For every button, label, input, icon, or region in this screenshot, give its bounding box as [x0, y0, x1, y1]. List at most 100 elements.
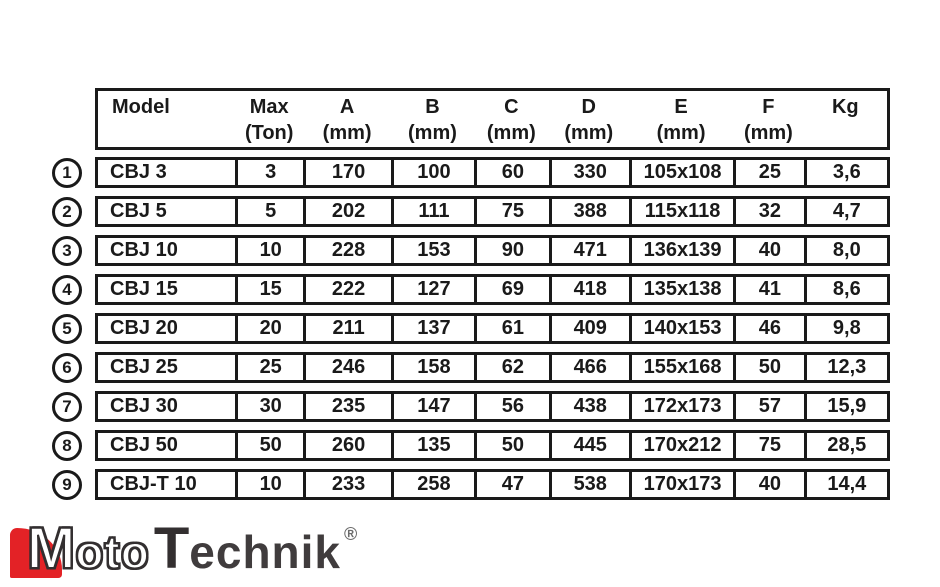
value-cell: 170x212 — [628, 433, 733, 458]
model-cell: CBJ 15 — [110, 278, 178, 300]
table-row: 4 CBJ 15 15 222 127 69 418 135x138 41 8,6 — [52, 274, 890, 305]
value-cell: 30 — [234, 394, 303, 419]
column-header-a: A (mm) — [322, 96, 372, 144]
row-box: CBJ 25 25 246 158 62 466 155x168 50 12,3 — [95, 352, 890, 383]
value-cell: 14,4 — [803, 472, 887, 497]
table-row: 2 CBJ 5 5 202 111 75 388 115x118 32 4,7 — [52, 196, 890, 227]
value-cell: 140x153 — [628, 316, 733, 341]
value-cell: 3 — [234, 160, 303, 185]
table-row: 8 CBJ 50 50 260 135 50 445 170x212 75 28,5 — [52, 430, 890, 461]
model-cell: CBJ 20 — [110, 317, 178, 339]
value-cell: 258 — [390, 472, 474, 497]
value-cell: 10 — [234, 238, 303, 263]
value-cell: 56 — [474, 394, 548, 419]
value-cell: 40 — [733, 472, 803, 497]
column-header-max: Max (Ton) — [244, 96, 294, 144]
value-cell: 25 — [234, 355, 303, 380]
row-box: CBJ 15 15 222 127 69 418 135x138 41 8,6 — [95, 274, 890, 305]
value-cell: 28,5 — [803, 433, 887, 458]
logo-letters-echnik: echnik — [189, 526, 342, 578]
value-cell: 40 — [733, 238, 803, 263]
value-cell: 330 — [548, 160, 629, 185]
row-box: CBJ 10 10 228 153 90 471 136x139 40 8,0 — [95, 235, 890, 266]
value-cell: 170x173 — [628, 472, 733, 497]
value-cell: 538 — [548, 472, 629, 497]
value-cell: 100 — [390, 160, 474, 185]
column-header-d: D (mm) — [564, 96, 614, 144]
row-number-badge: 4 — [52, 274, 82, 305]
model-cell: CBJ 25 — [110, 356, 178, 378]
value-cell: 418 — [548, 277, 629, 302]
value-cell: 111 — [390, 199, 474, 224]
row-number-badge: 1 — [52, 157, 82, 188]
value-cell: 41 — [733, 277, 803, 302]
row-box: CBJ 3 3 170 100 60 330 105x108 25 3,6 — [95, 157, 890, 188]
column-header-b: B (mm) — [408, 96, 457, 144]
row-number-badge: 9 — [52, 469, 82, 500]
row-number-badge: 7 — [52, 391, 82, 422]
table-body: 1 CBJ 3 3 170 100 60 330 105x108 25 3,6 2 CBJ 5 5 202… — [52, 157, 890, 500]
mototechnik-logo: M oto T echnik ® — [10, 519, 357, 582]
row-number-badge: 3 — [52, 235, 82, 266]
model-cell: CBJ 3 — [110, 161, 167, 183]
value-cell: 8,6 — [803, 277, 887, 302]
registered-mark: ® — [344, 524, 358, 544]
row-box: CBJ 5 5 202 111 75 388 115x118 32 4,7 — [95, 196, 890, 227]
value-cell: 75 — [474, 199, 548, 224]
value-cell: 3,6 — [803, 160, 887, 185]
logo-letters-oto: oto — [74, 526, 150, 578]
value-cell: 90 — [474, 238, 548, 263]
value-cell: 10 — [234, 472, 303, 497]
row-number-badge: 6 — [52, 352, 82, 383]
model-cell: CBJ-T 10 — [110, 473, 197, 495]
model-cell: CBJ 50 — [110, 434, 178, 456]
model-cell: CBJ 5 — [110, 200, 167, 222]
logo-text: M oto T echnik ® — [26, 516, 358, 581]
row-box: CBJ 20 20 211 137 61 409 140x153 46 9,8 — [95, 313, 890, 344]
table-row: 6 CBJ 25 25 246 158 62 466 155x168 50 12,3 — [52, 352, 890, 383]
row-number-badge: 5 — [52, 313, 82, 344]
value-cell: 47 — [474, 472, 548, 497]
row-box: CBJ 50 50 260 135 50 445 170x212 75 28,5 — [95, 430, 890, 461]
table-row: 3 CBJ 10 10 228 153 90 471 136x139 40 8,0 — [52, 235, 890, 266]
table-row: 5 CBJ 20 20 211 137 61 409 140x153 46 9,8 — [52, 313, 890, 344]
value-cell: 61 — [474, 316, 548, 341]
row-number-badge: 8 — [52, 430, 82, 461]
value-cell: 8,0 — [803, 238, 887, 263]
column-header-c: C (mm) — [486, 96, 536, 144]
row-box: CBJ 30 30 235 147 56 438 172x173 57 15,9 — [95, 391, 890, 422]
table-row: 1 CBJ 3 3 170 100 60 330 105x108 25 3,6 — [52, 157, 890, 188]
value-cell: 105x108 — [628, 160, 733, 185]
value-cell: 20 — [234, 316, 303, 341]
value-cell: 127 — [390, 277, 474, 302]
row-number-badge: 2 — [52, 196, 82, 227]
value-cell: 158 — [390, 355, 474, 380]
value-cell: 233 — [303, 472, 390, 497]
value-cell: 136x139 — [628, 238, 733, 263]
table-row: 7 CBJ 30 30 235 147 56 438 172x173 57 15,9 — [52, 391, 890, 422]
logo-letter-m: M — [26, 516, 76, 581]
value-cell: 202 — [303, 199, 390, 224]
value-cell: 471 — [548, 238, 629, 263]
value-cell: 260 — [303, 433, 390, 458]
value-cell: 5 — [234, 199, 303, 224]
value-cell: 438 — [548, 394, 629, 419]
value-cell: 9,8 — [803, 316, 887, 341]
value-cell: 25 — [733, 160, 803, 185]
value-cell: 32 — [733, 199, 803, 224]
value-cell: 75 — [733, 433, 803, 458]
value-cell: 62 — [474, 355, 548, 380]
value-cell: 235 — [303, 394, 390, 419]
value-cell: 222 — [303, 277, 390, 302]
value-cell: 246 — [303, 355, 390, 380]
value-cell: 137 — [390, 316, 474, 341]
value-cell: 46 — [733, 316, 803, 341]
value-cell: 50 — [474, 433, 548, 458]
value-cell: 172x173 — [628, 394, 733, 419]
logo-letter-t: T — [153, 516, 190, 581]
column-header-model: Model — [112, 96, 170, 118]
value-cell: 15 — [234, 277, 303, 302]
value-cell: 211 — [303, 316, 390, 341]
column-header-e: E (mm) — [656, 96, 706, 144]
value-cell: 170 — [303, 160, 390, 185]
